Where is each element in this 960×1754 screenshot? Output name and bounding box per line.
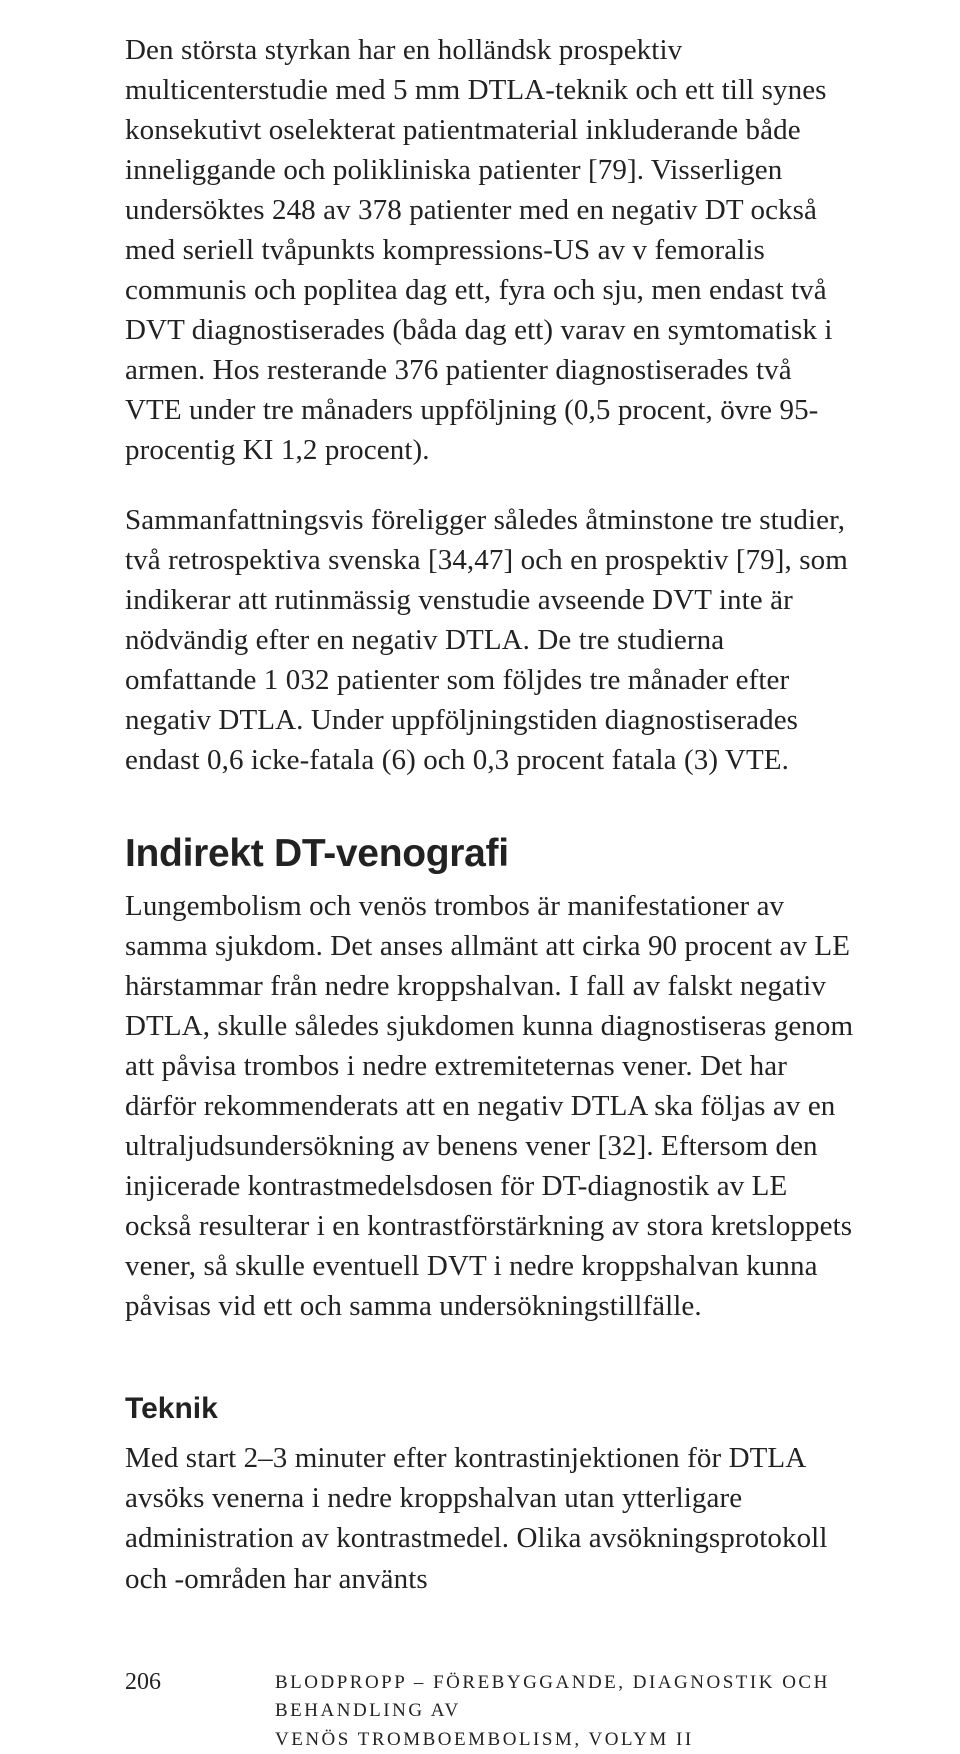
heading-indirekt-dt-venografi: Indirekt DT-venografi xyxy=(125,832,855,876)
footer-title-line-2: VENÖS TROMBOEMBOLISM, VOLYM II xyxy=(275,1729,694,1750)
page-footer: 206 BLODPROPP – FÖREBYGGANDE, DIAGNOSTIK… xyxy=(125,1629,855,1754)
footer-title: BLODPROPP – FÖREBYGGANDE, DIAGNOSTIK OCH… xyxy=(275,1669,855,1754)
paragraph-3: Lungembolism och venös trombos är manife… xyxy=(125,886,855,1326)
paragraph-1: Den största styrkan har en holländsk pro… xyxy=(125,30,855,470)
page-number: 206 xyxy=(125,1669,175,1696)
heading-teknik: Teknik xyxy=(125,1392,855,1426)
paragraph-4: Med start 2–3 minuter efter kontrastinje… xyxy=(125,1438,855,1598)
footer-title-line-1: BLODPROPP – FÖREBYGGANDE, DIAGNOSTIK OCH… xyxy=(275,1672,830,1722)
document-page: Den största styrkan har en holländsk pro… xyxy=(0,0,960,1675)
paragraph-2: Sammanfattningsvis föreligger således åt… xyxy=(125,500,855,780)
